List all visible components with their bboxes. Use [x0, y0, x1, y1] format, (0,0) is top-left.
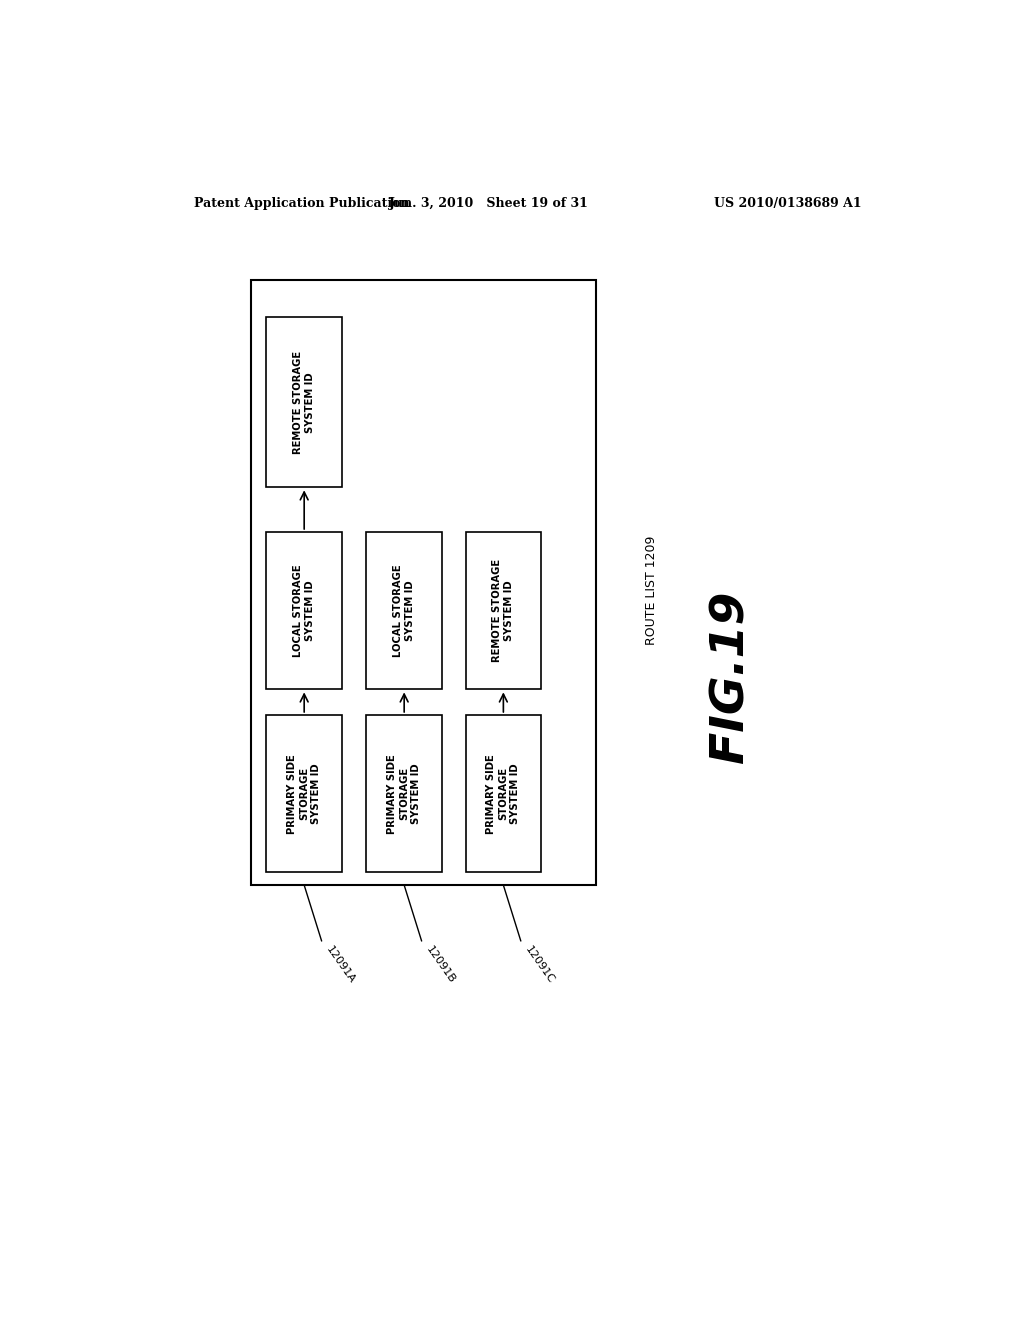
- Bar: [367, 532, 442, 689]
- Text: ROUTE LIST 1209: ROUTE LIST 1209: [645, 536, 658, 645]
- Bar: [251, 280, 596, 886]
- Text: LOCAL STORAGE
SYSTEM ID: LOCAL STORAGE SYSTEM ID: [393, 565, 415, 657]
- Text: 12091C: 12091C: [523, 944, 556, 985]
- Bar: [367, 715, 442, 873]
- Text: US 2010/0138689 A1: US 2010/0138689 A1: [715, 197, 862, 210]
- Bar: [266, 532, 342, 689]
- Text: LOCAL STORAGE
SYSTEM ID: LOCAL STORAGE SYSTEM ID: [293, 565, 315, 657]
- Text: 12091B: 12091B: [424, 944, 457, 985]
- Text: 12091A: 12091A: [324, 944, 356, 985]
- Bar: [266, 715, 342, 873]
- Bar: [466, 715, 541, 873]
- Text: PRIMARY SIDE
STORAGE
SYSTEM ID: PRIMARY SIDE STORAGE SYSTEM ID: [486, 754, 520, 833]
- Text: Jun. 3, 2010   Sheet 19 of 31: Jun. 3, 2010 Sheet 19 of 31: [389, 197, 589, 210]
- Bar: [266, 317, 342, 487]
- Text: REMOTE STORAGE
SYSTEM ID: REMOTE STORAGE SYSTEM ID: [493, 560, 514, 663]
- Text: PRIMARY SIDE
STORAGE
SYSTEM ID: PRIMARY SIDE STORAGE SYSTEM ID: [287, 754, 322, 833]
- Text: FIG.19: FIG.19: [709, 590, 754, 763]
- Bar: [466, 532, 541, 689]
- Text: REMOTE STORAGE
SYSTEM ID: REMOTE STORAGE SYSTEM ID: [293, 351, 315, 454]
- Text: PRIMARY SIDE
STORAGE
SYSTEM ID: PRIMARY SIDE STORAGE SYSTEM ID: [387, 754, 421, 833]
- Text: Patent Application Publication: Patent Application Publication: [194, 197, 410, 210]
